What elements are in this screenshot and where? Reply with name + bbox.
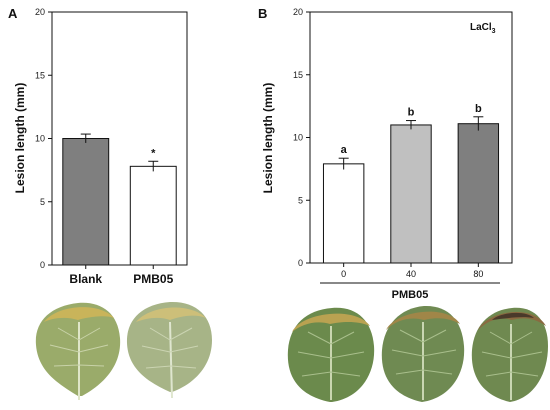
panel-b-annotation: LaCl3: [470, 22, 496, 35]
y-tick-label: 15: [293, 70, 303, 80]
y-tick-label: 0: [298, 258, 303, 268]
panel-b-letter: B: [258, 6, 267, 21]
bar: [62, 138, 110, 266]
y-tick-label: 20: [293, 7, 303, 17]
y-tick-label: 20: [35, 7, 45, 17]
treatment-label: PMB05: [392, 289, 429, 301]
bar: [390, 124, 432, 264]
y-tick-label: 10: [35, 134, 45, 144]
y-tick-label: 0: [40, 260, 45, 270]
panel-b-y-axis-label: Lesion length (mm): [261, 83, 275, 194]
significance-label: b: [408, 107, 415, 119]
panel-a-y-axis-label: Lesion length (mm): [13, 83, 27, 194]
bar: [457, 123, 500, 264]
x-tick-label: Blank: [69, 272, 102, 286]
panel-a-chart: 0 5 10 15 20 Blank PMB05 *: [35, 7, 188, 286]
significance-label: b: [475, 103, 482, 115]
leaf-photo-40: [381, 305, 465, 402]
y-tick-label: 5: [40, 197, 45, 207]
leaf-photo-blank: [35, 302, 121, 400]
bar: [129, 165, 177, 266]
panel-a-letter: A: [8, 6, 18, 21]
x-tick-label: 80: [473, 269, 483, 279]
y-tick-label: 10: [293, 133, 303, 143]
leaf-photo-pmb05: [126, 301, 212, 399]
leaf-photo-0: [287, 307, 375, 402]
panel-b-chart: 0 5 10 15 20 0 a 40 b 80 b: [293, 7, 513, 279]
bar: [322, 163, 365, 264]
x-tick-label: 40: [406, 269, 416, 279]
x-tick-label: PMB05: [133, 272, 173, 286]
y-tick-label: 5: [298, 195, 303, 205]
y-tick-label: 15: [35, 70, 45, 80]
x-tick-label: 0: [341, 269, 346, 279]
significance-label: a: [341, 144, 348, 156]
leaf-photo-80: [471, 307, 548, 402]
significance-label: *: [151, 147, 156, 159]
